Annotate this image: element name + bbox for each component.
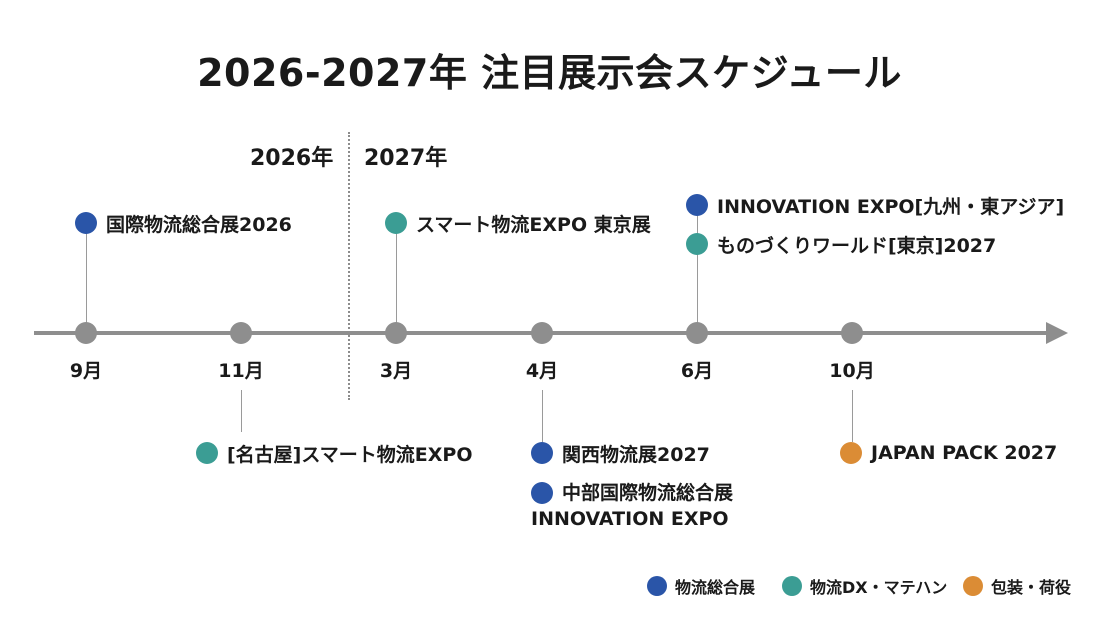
connector-sep-2026	[86, 223, 87, 323]
packaging-category-dot-icon	[840, 442, 862, 464]
month-tick-mar-2027	[385, 322, 407, 344]
packaging-legend-dot-icon	[963, 576, 983, 596]
month-label-mar: 3月	[379, 360, 413, 382]
logistics-category-dot-icon	[75, 212, 97, 234]
month-label-apr: 4月	[525, 360, 559, 382]
dx-category-dot-icon	[686, 233, 708, 255]
page-title: 2026-2027年 注目展示会スケジュール	[197, 51, 902, 95]
month-label-jun: 6月	[680, 360, 714, 382]
event-nov-2026: [名古屋]スマート物流EXPO	[196, 440, 473, 466]
connector-nov-2026	[241, 390, 242, 432]
event-sep-2026: 国際物流総合展2026	[75, 210, 292, 236]
dx-category-dot-icon	[385, 212, 407, 234]
dx-category-dot-icon	[196, 442, 218, 464]
month-tick-apr-2027	[531, 322, 553, 344]
timeline-arrow-icon	[1046, 322, 1068, 344]
legend-label: 包装・荷役	[991, 578, 1072, 597]
logistics-category-dot-icon	[686, 194, 708, 216]
event-label-line1: 中部国際物流総合展	[562, 482, 734, 504]
event-jun-2027-a: INNOVATION EXPO[九州・東アジア]	[686, 192, 1064, 218]
event-label: スマート物流EXPO 東京展	[416, 213, 651, 236]
year-label-2026: 2026年	[250, 146, 334, 171]
event-jun-2027-b: ものづくりワールド[東京]2027	[686, 231, 996, 257]
event-label: [名古屋]スマート物流EXPO	[227, 443, 473, 466]
event-label: 関西物流展2027	[562, 443, 710, 466]
event-mar-2027: スマート物流EXPO 東京展	[385, 210, 651, 236]
legend-item-packaging: 包装・荷役	[963, 574, 1071, 598]
month-label-oct: 10月	[829, 360, 875, 382]
event-label-line2: INNOVATION EXPO	[531, 508, 729, 530]
legend-label: 物流総合展	[675, 578, 756, 597]
year-label-2027: 2027年	[364, 146, 448, 171]
connector-jun-2027	[697, 204, 698, 324]
connector-mar-2027	[396, 223, 397, 323]
legend-item-logistics: 物流総合展	[647, 574, 755, 598]
dx-legend-dot-icon	[782, 576, 802, 596]
event-label: INNOVATION EXPO[九州・東アジア]	[717, 195, 1065, 218]
connector-apr-2027	[542, 390, 543, 442]
month-tick-oct-2027	[841, 322, 863, 344]
event-label: ものづくりワールド[東京]2027	[717, 234, 997, 257]
legend-label: 物流DX・マテハン	[810, 578, 948, 597]
logistics-legend-dot-icon	[647, 576, 667, 596]
event-label: JAPAN PACK 2027	[871, 442, 1058, 464]
month-label-sep: 9月	[69, 360, 103, 382]
event-apr-2027-b: 中部国際物流総合展 INNOVATION EXPO	[531, 480, 733, 532]
month-tick-jun-2027	[686, 322, 708, 344]
month-tick-nov-2026	[230, 322, 252, 344]
event-apr-2027-a: 関西物流展2027	[531, 440, 710, 466]
connector-oct-2027	[852, 390, 853, 442]
year-divider	[348, 132, 350, 400]
month-tick-sep-2026	[75, 322, 97, 344]
event-label: 国際物流総合展2026	[106, 213, 292, 236]
logistics-category-dot-icon	[531, 442, 553, 464]
event-oct-2027: JAPAN PACK 2027	[840, 440, 1057, 466]
month-label-nov: 11月	[218, 360, 264, 382]
legend-item-dx: 物流DX・マテハン	[782, 574, 947, 598]
logistics-category-dot-icon	[531, 482, 553, 504]
